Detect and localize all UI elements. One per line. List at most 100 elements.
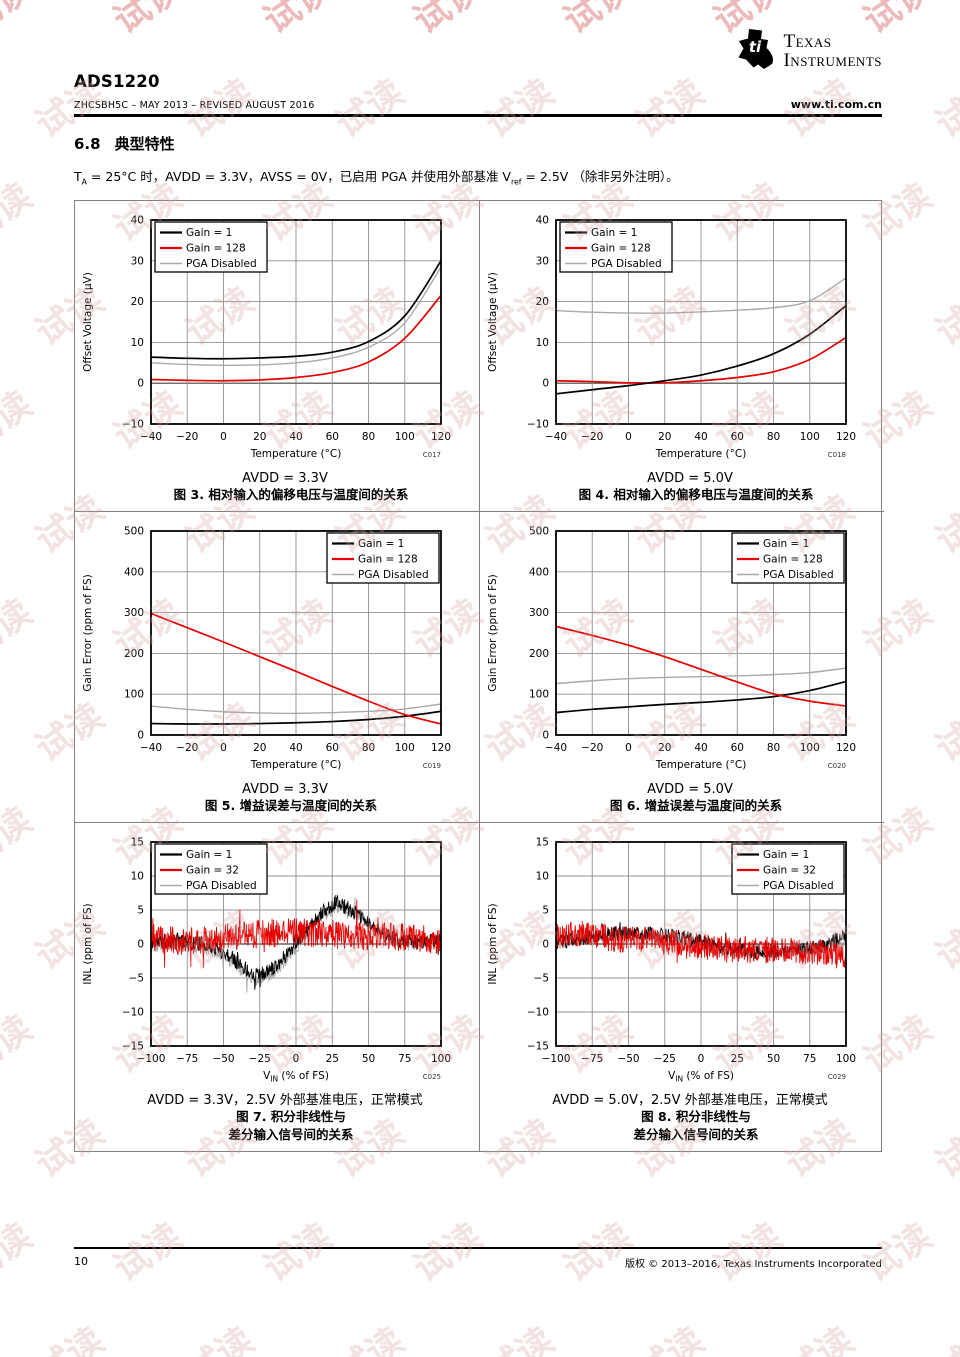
svg-text:60: 60 <box>326 431 339 443</box>
svg-text:−50: −50 <box>212 1053 234 1065</box>
figure-panel-C017: −10 0 10 20 30 40 Offset Voltage (µV) −40 −20 0 20… <box>75 201 480 512</box>
figure-caption: 图 4. 相对输入的偏移电压与温度间的关系 <box>578 487 814 502</box>
svg-text:200: 200 <box>124 648 144 660</box>
svg-text:100: 100 <box>431 1053 451 1065</box>
svg-text:−100: −100 <box>137 1053 166 1065</box>
svg-text:40: 40 <box>694 431 707 443</box>
svg-text:10: 10 <box>536 870 549 882</box>
svg-text:300: 300 <box>529 607 549 619</box>
svg-text:PGA Disabled: PGA Disabled <box>358 569 429 581</box>
svg-text:−20: −20 <box>176 742 198 754</box>
svg-text:−75: −75 <box>176 1053 198 1065</box>
svg-text:0: 0 <box>542 378 549 390</box>
ti-logo: ti Texas Instruments <box>735 28 882 71</box>
svg-text:75: 75 <box>803 1053 816 1065</box>
watermark-text: 试读 <box>28 1319 112 1357</box>
svg-text:Gain = 1: Gain = 1 <box>763 849 809 861</box>
svg-text:Gain = 1: Gain = 1 <box>186 849 232 861</box>
svg-text:120: 120 <box>431 431 451 443</box>
svg-text:AVDD = 3.3V，2.5V 外部基准电压，正常模式: AVDD = 3.3V，2.5V 外部基准电压，正常模式 <box>147 1093 422 1108</box>
svg-text:500: 500 <box>529 525 549 537</box>
svg-text:0: 0 <box>542 729 549 741</box>
ti-logo-line2: Instruments <box>783 50 882 72</box>
ti-logo-line1: Texas <box>783 31 832 52</box>
svg-text:120: 120 <box>431 742 451 754</box>
svg-text:Gain = 1: Gain = 1 <box>763 538 809 550</box>
svg-text:−10: −10 <box>527 419 549 431</box>
footer-rule <box>74 1247 882 1249</box>
svg-text:−75: −75 <box>581 1053 603 1065</box>
figure-caption: 图 7. 积分非线性与 差分输入信号间的关系 <box>228 1108 354 1143</box>
svg-text:100: 100 <box>800 742 820 754</box>
svg-text:100: 100 <box>395 742 415 754</box>
figure-caption: 图 5. 增益误差与温度间的关系 <box>204 797 378 813</box>
svg-text:−50: −50 <box>617 1053 639 1065</box>
figure-caption: 图 3. 相对输入的偏移电压与温度间的关系 <box>173 487 409 502</box>
svg-text:0: 0 <box>625 431 632 443</box>
svg-text:−40: −40 <box>545 742 567 754</box>
svg-text:10: 10 <box>536 337 549 349</box>
svg-text:20: 20 <box>253 431 266 443</box>
svg-text:30: 30 <box>536 255 549 267</box>
ti-logo-icon: ti <box>738 29 774 69</box>
svg-text:−25: −25 <box>249 1053 271 1065</box>
svg-text:75: 75 <box>398 1053 411 1065</box>
svg-text:60: 60 <box>731 431 744 443</box>
svg-text:AVDD = 3.3V: AVDD = 3.3V <box>242 782 328 797</box>
section-number: 6.8 <box>74 134 101 153</box>
svg-text:−10: −10 <box>122 419 144 431</box>
svg-text:Gain = 1: Gain = 1 <box>186 227 232 239</box>
svg-text:AVDD = 3.3V: AVDD = 3.3V <box>242 471 328 486</box>
svg-text:Gain Error (ppm of FS): Gain Error (ppm of FS) <box>487 574 499 691</box>
page-header: ti Texas Instruments ADS1220 ZHCSBH5C – … <box>74 0 882 117</box>
conditions-line: TA = 25°C 时，AVDD = 3.3V，AVSS = 0V，已启用 PG… <box>74 168 679 187</box>
svg-text:400: 400 <box>529 566 549 578</box>
svg-text:−20: −20 <box>581 742 603 754</box>
svg-text:AVDD = 5.0V，2.5V 外部基准电压，正常模式: AVDD = 5.0V，2.5V 外部基准电压，正常模式 <box>552 1093 827 1108</box>
chart-canvas-C018: −10 0 10 20 30 40 Offset Voltage (µV) −40 −20 0 20… <box>487 215 856 487</box>
svg-text:20: 20 <box>131 296 144 308</box>
svg-text:20: 20 <box>658 431 671 443</box>
page-footer: 10 版权 © 2013–2016, Texas Instruments Inc… <box>74 1247 882 1270</box>
svg-text:40: 40 <box>131 215 144 227</box>
svg-text:−40: −40 <box>140 431 162 443</box>
watermark-text: 试读 <box>478 1319 562 1357</box>
svg-text:Offset Voltage (µV): Offset Voltage (µV) <box>82 272 94 372</box>
svg-text:Temperature (°C): Temperature (°C) <box>250 448 342 460</box>
svg-text:0: 0 <box>625 742 632 754</box>
site-link[interactable]: www.ti.com.cn <box>790 98 882 111</box>
svg-text:Gain = 128: Gain = 128 <box>186 243 246 255</box>
svg-text:Gain = 32: Gain = 32 <box>763 864 816 876</box>
svg-text:40: 40 <box>289 742 302 754</box>
charts-grid: −10 0 10 20 30 40 Offset Voltage (µV) −40 −20 0 20… <box>74 200 884 1152</box>
svg-text:80: 80 <box>362 742 375 754</box>
svg-text:30: 30 <box>131 255 144 267</box>
svg-text:PGA Disabled: PGA Disabled <box>591 258 662 270</box>
svg-text:300: 300 <box>124 607 144 619</box>
svg-text:0: 0 <box>137 729 144 741</box>
figure-caption: 图 8. 积分非线性与 差分输入信号间的关系 <box>633 1108 759 1143</box>
svg-text:PGA Disabled: PGA Disabled <box>186 880 257 892</box>
svg-text:−5: −5 <box>534 972 549 984</box>
svg-text:40: 40 <box>289 431 302 443</box>
svg-text:C017: C017 <box>423 451 441 459</box>
svg-text:60: 60 <box>731 742 744 754</box>
ti-logo-glyph: ti <box>749 38 762 56</box>
svg-text:PGA Disabled: PGA Disabled <box>186 258 257 270</box>
svg-text:Gain = 1: Gain = 1 <box>358 538 404 550</box>
svg-text:Offset Voltage (µV): Offset Voltage (µV) <box>487 272 499 372</box>
svg-text:50: 50 <box>362 1053 375 1065</box>
svg-text:200: 200 <box>529 648 549 660</box>
svg-text:C020: C020 <box>828 762 846 770</box>
svg-text:PGA Disabled: PGA Disabled <box>763 569 834 581</box>
chart-canvas-C017: −10 0 10 20 30 40 Offset Voltage (µV) −40 −20 0 20… <box>82 215 451 487</box>
svg-text:80: 80 <box>362 431 375 443</box>
doc-id: ZHCSBH5C – MAY 2013 – REVISED AUGUST 201… <box>74 100 315 111</box>
svg-text:20: 20 <box>658 742 671 754</box>
svg-text:Gain = 1: Gain = 1 <box>591 227 637 239</box>
svg-text:−5: −5 <box>129 972 144 984</box>
